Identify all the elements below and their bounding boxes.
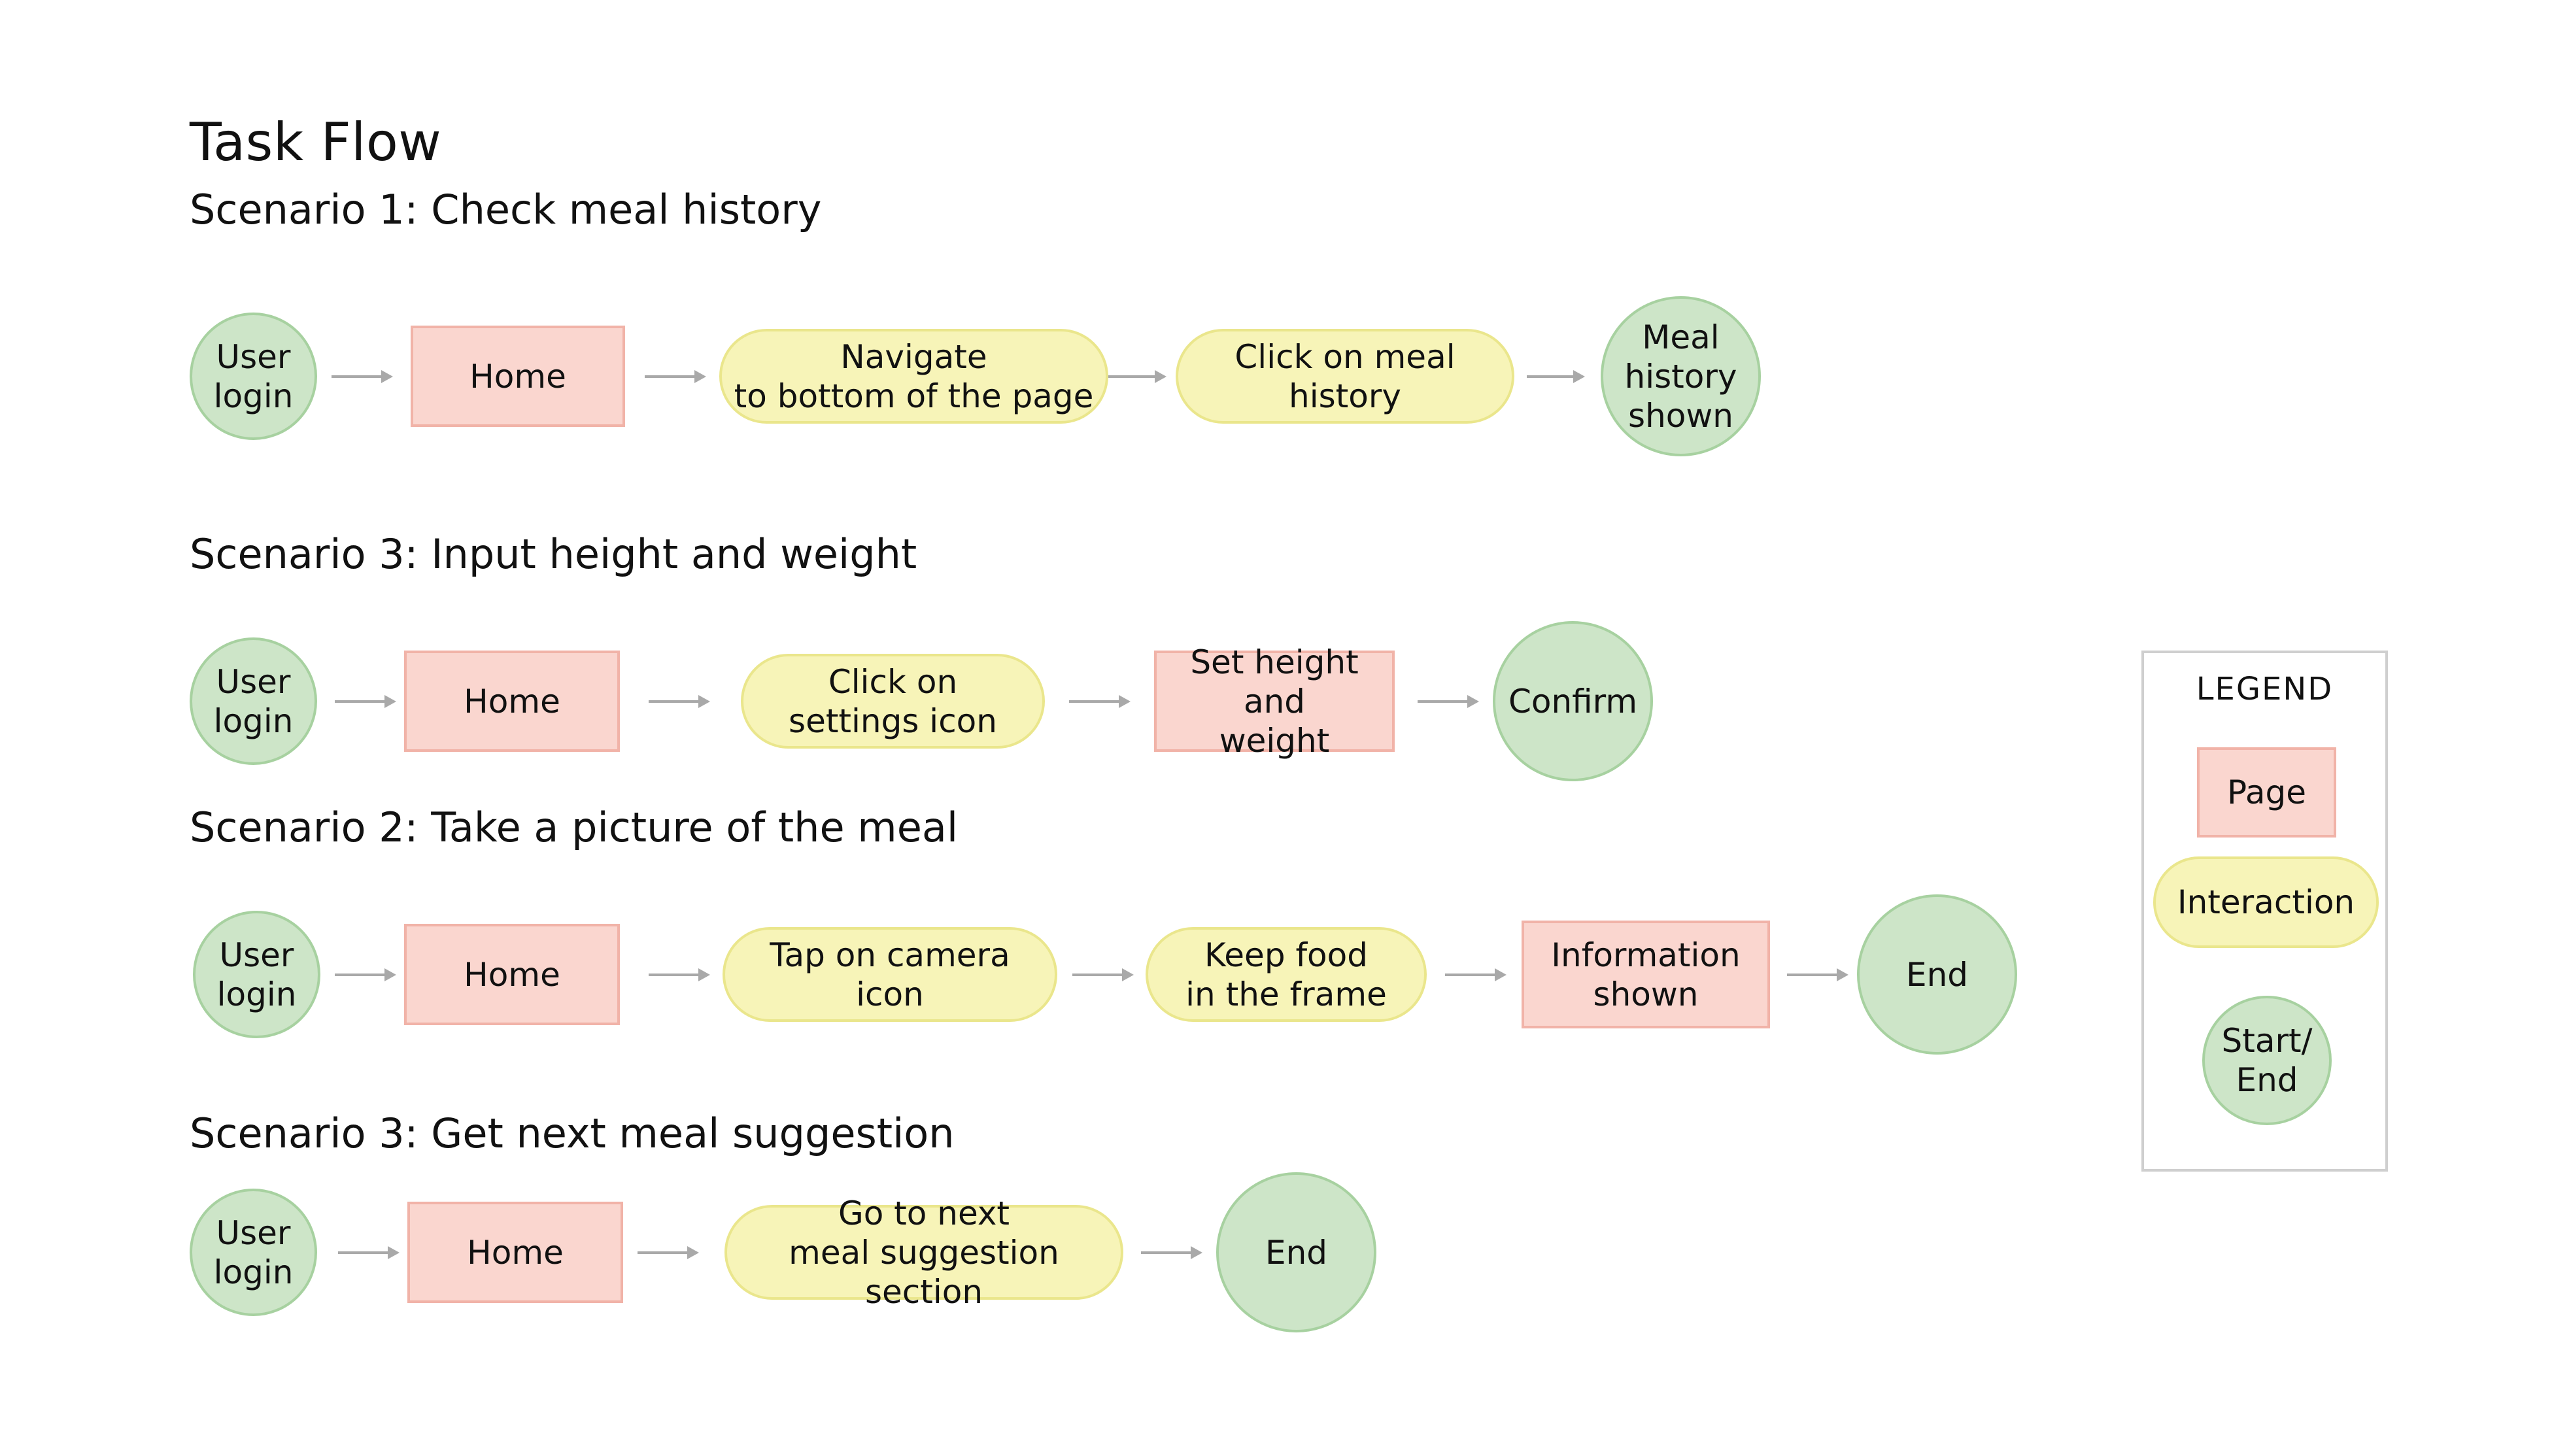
scenario-2-step-5-end-node: Confirm bbox=[1493, 621, 1653, 781]
scenario-4-arrow-2 bbox=[638, 1246, 699, 1259]
legend-start-end-swatch: Start/ End bbox=[2202, 996, 2332, 1125]
scenario-3-step-1-start-node: User login bbox=[193, 911, 320, 1038]
scenario-2-arrow-3 bbox=[1069, 695, 1131, 708]
scenario-1-title: Scenario 1: Check meal history bbox=[190, 186, 822, 233]
scenario-1-arrow-2 bbox=[645, 370, 706, 383]
scenario-1-step-5-end-node: Meal history shown bbox=[1601, 296, 1761, 456]
scenario-1-arrow-3 bbox=[1108, 370, 1166, 383]
scenario-3-arrow-5 bbox=[1787, 968, 1848, 981]
scenario-3-title: Scenario 2: Take a picture of the meal bbox=[190, 804, 959, 851]
scenario-2-arrow-4 bbox=[1418, 695, 1479, 708]
diagram-title: Task Flow bbox=[190, 112, 442, 173]
scenario-2-title: Scenario 3: Input height and weight bbox=[190, 530, 917, 578]
scenario-3-arrow-1 bbox=[335, 968, 396, 981]
scenario-3-step-4-interaction-node: Keep food in the frame bbox=[1146, 927, 1427, 1022]
scenario-2-step-2-page-node: Home bbox=[404, 651, 620, 752]
scenario-4-arrow-3 bbox=[1141, 1246, 1202, 1259]
scenario-1-step-4-interaction-node: Click on meal history bbox=[1176, 329, 1514, 424]
scenario-3-arrow-3 bbox=[1072, 968, 1134, 981]
scenario-1-arrow-1 bbox=[332, 370, 393, 383]
scenario-2-arrow-1 bbox=[335, 695, 396, 708]
scenario-1-arrow-4 bbox=[1527, 370, 1585, 383]
scenario-2-arrow-2 bbox=[649, 695, 710, 708]
scenario-3-arrow-2 bbox=[649, 968, 710, 981]
scenario-4-step-1-start-node: User login bbox=[190, 1189, 317, 1316]
scenario-4-arrow-1 bbox=[338, 1246, 400, 1259]
scenario-4-step-3-interaction-node: Go to next meal suggestion section bbox=[724, 1194, 1123, 1311]
scenario-3-step-5-page-node: Information shown bbox=[1522, 921, 1770, 1028]
scenario-3-step-2-page-node: Home bbox=[404, 924, 620, 1025]
scenario-2-step-3-interaction-node: Click on settings icon bbox=[741, 654, 1045, 749]
legend-box bbox=[2141, 651, 2388, 1172]
legend-page-swatch: Page bbox=[2197, 747, 2336, 838]
scenario-3-step-3-interaction-node: Tap on camera icon bbox=[723, 927, 1057, 1022]
scenario-1-step-3-interaction-node: Navigate to bottom of the page bbox=[719, 329, 1108, 424]
scenario-1-step-2-page-node: Home bbox=[411, 326, 625, 427]
legend-title: LEGEND bbox=[2196, 671, 2334, 707]
scenario-3-arrow-4 bbox=[1445, 968, 1507, 981]
scenario-2-step-1-start-node: User login bbox=[190, 637, 317, 765]
scenario-4-step-2-page-node: Home bbox=[407, 1202, 623, 1303]
legend-interaction-swatch: Interaction bbox=[2153, 856, 2379, 948]
scenario-1-step-1-start-node: User login bbox=[190, 313, 317, 440]
scenario-3-step-6-end-node: End bbox=[1857, 894, 2017, 1055]
scenario-4-title: Scenario 3: Get next meal suggestion bbox=[190, 1109, 955, 1157]
scenario-4-step-4-end-node: End bbox=[1216, 1172, 1376, 1332]
scenario-2-step-4-page-node: Set height and weight bbox=[1154, 643, 1395, 760]
